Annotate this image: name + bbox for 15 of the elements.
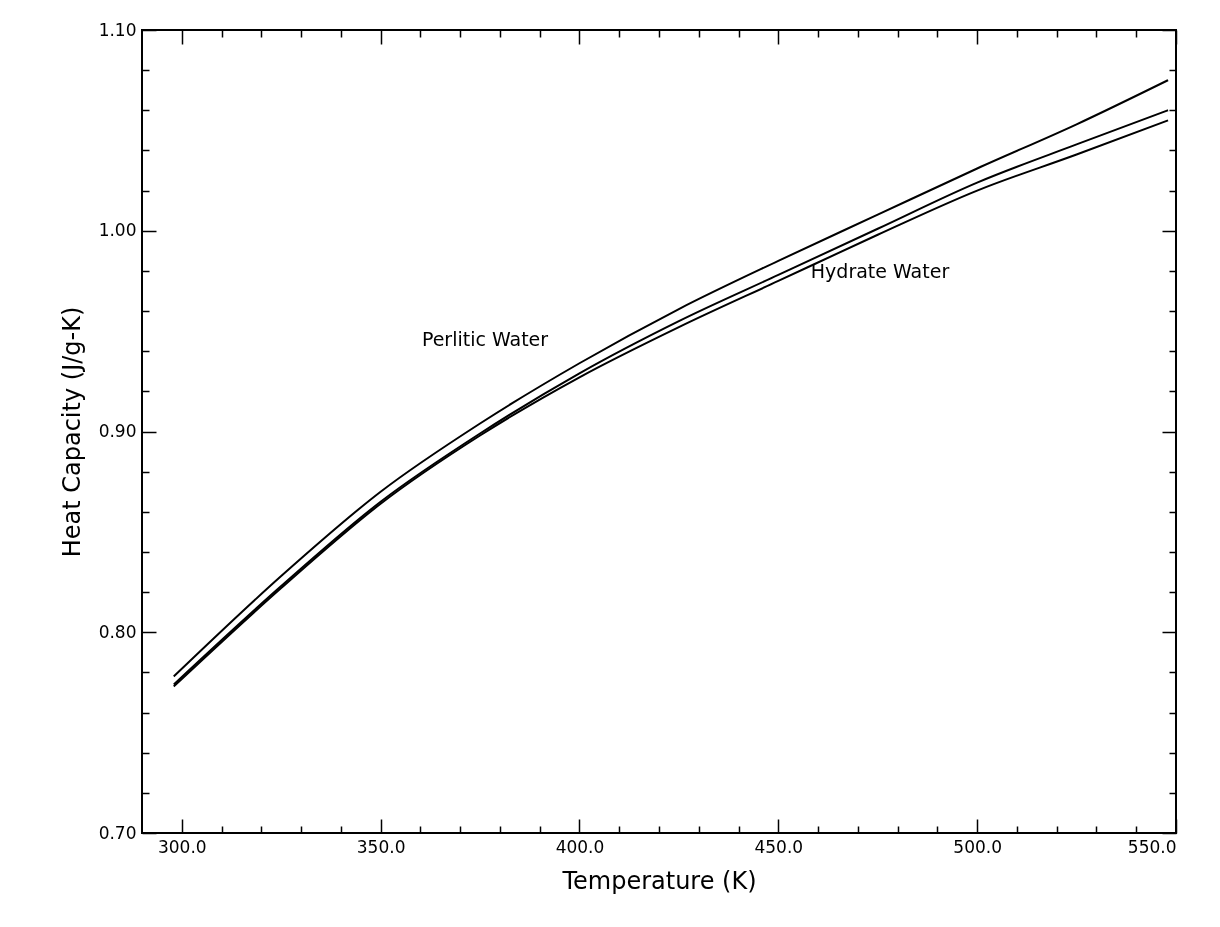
- y-tick-label: 1.10: [98, 19, 137, 40]
- x-tick-label: 550.0: [1127, 836, 1177, 857]
- y-tick-label: 0.70: [98, 822, 137, 843]
- x-tick-label: 450.0: [754, 836, 804, 857]
- y-tick-label: 1.00: [98, 220, 137, 241]
- x-tick-label: 300.0: [157, 836, 207, 857]
- x-tick-label: 350.0: [356, 836, 406, 857]
- x-tick-label: 400.0: [555, 836, 605, 857]
- annotation: Hydrate Water: [810, 260, 950, 282]
- x-tick-label: 500.0: [953, 836, 1002, 857]
- y-tick-label: 0.80: [98, 621, 137, 642]
- x-axis-title: Temperature (K): [561, 866, 757, 895]
- annotation: Perlitic Water: [421, 328, 549, 350]
- y-tick-label: 0.90: [98, 421, 137, 441]
- y-axis-title: Heat Capacity (J/g-K): [57, 306, 86, 558]
